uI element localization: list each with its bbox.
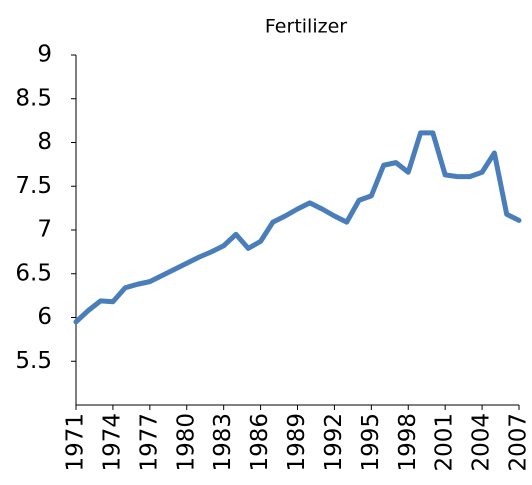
y-tick-label: 6 [37, 304, 52, 330]
x-tick-label: 1983 [210, 413, 236, 472]
x-tick-label: 1974 [99, 413, 125, 472]
x-tick-label: 1971 [63, 413, 89, 472]
x-tick-label: 2004 [469, 413, 495, 472]
chart-title: Fertilizer [265, 16, 347, 38]
x-tick-label: 1986 [247, 413, 273, 472]
y-tick-label: 5.5 [15, 348, 52, 374]
x-tick-label: 2001 [432, 413, 458, 472]
y-tick-label: 7.5 [15, 173, 52, 199]
x-tick-label: 1977 [136, 413, 162, 472]
x-tick-label: 1989 [284, 413, 310, 472]
data-line [73, 130, 522, 325]
y-tick-label: 9 [37, 42, 52, 68]
x-tick-label: 1980 [173, 413, 199, 472]
y-tick-label: 7 [37, 217, 52, 243]
x-tick-label: 1992 [321, 413, 347, 472]
y-tick-label: 6.5 [15, 260, 52, 286]
x-tick-label: 1998 [395, 413, 421, 472]
x-tick-label: 1995 [358, 413, 384, 472]
y-tick-label: 8 [37, 129, 52, 155]
y-tick-label: 8.5 [15, 85, 52, 111]
x-tick-label: 2007 [506, 413, 532, 472]
